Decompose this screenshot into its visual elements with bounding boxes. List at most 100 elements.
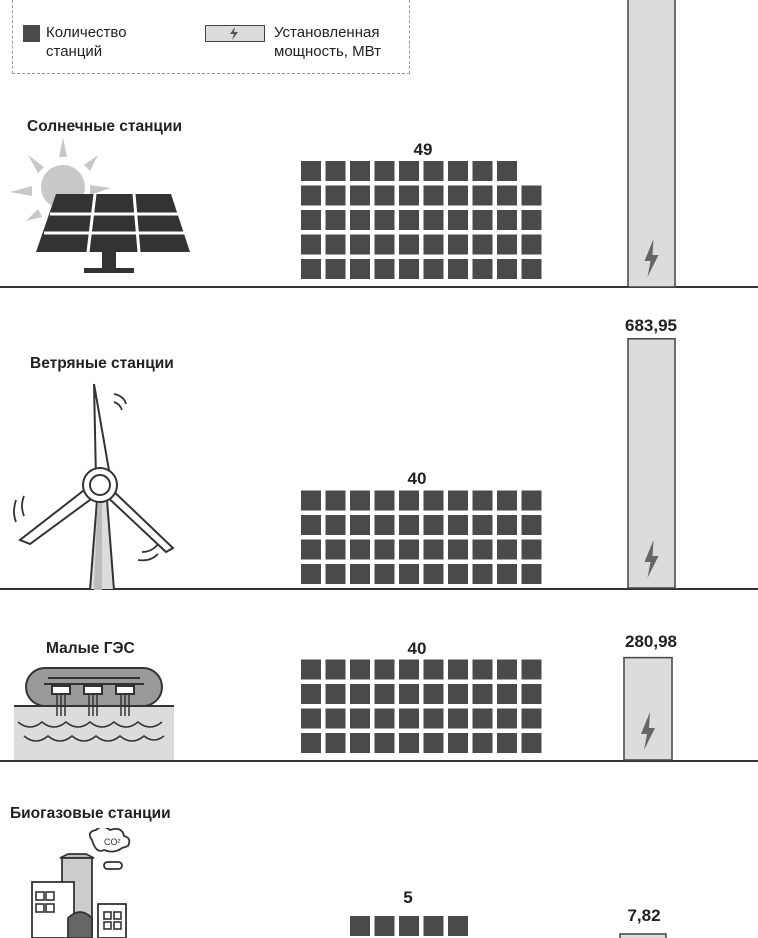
station-square-0-42 [374,259,395,279]
power-label-biogas: 7,82 [627,906,661,925]
station-square-0-11 [350,185,370,206]
legend-power-swatch [205,25,265,42]
station-square-1-14 [399,515,419,535]
station-square-0-47 [497,259,517,279]
station-square-2-11 [325,684,346,704]
station-square-0-23 [399,210,419,230]
station-square-1-23 [374,539,395,560]
baseline-wind [0,588,758,590]
station-square-1-16 [448,515,468,535]
lightning-icon [641,712,655,750]
station-square-1-24 [399,539,419,560]
station-square-2-12 [350,684,370,704]
station-square-1-26 [448,539,468,560]
station-square-2-38 [497,733,517,753]
count-label-solar: 49 [413,140,433,159]
station-square-0-10 [325,185,346,206]
station-square-2-28 [497,708,517,729]
station-square-2-22 [350,708,370,729]
station-square-1-25 [423,539,444,560]
station-square-1-6 [448,490,468,511]
station-square-2-31 [325,733,346,753]
station-square-2-23 [374,708,395,729]
station-square-3-3 [423,916,444,936]
station-square-0-32 [374,234,395,255]
station-square-2-21 [325,708,346,729]
station-square-0-35 [448,234,468,255]
station-square-1-22 [350,539,370,560]
station-square-0-5 [423,161,444,181]
station-square-0-38 [521,234,542,255]
station-square-2-32 [350,733,370,753]
station-square-0-19 [301,210,321,230]
station-square-2-19 [521,684,542,704]
station-square-2-3 [374,659,395,680]
station-square-0-40 [325,259,346,279]
station-square-2-1 [325,659,346,680]
count-label-biogas: 5 [403,888,413,907]
lightning-icon [644,239,659,277]
station-square-2-0 [301,659,321,680]
station-square-0-33 [399,234,419,255]
section-title-solar: Солнечные станции [27,118,183,135]
station-square-0-12 [374,185,395,206]
station-square-2-20 [301,708,321,729]
station-square-1-12 [350,515,370,535]
count-label-wind: 40 [407,469,427,488]
station-square-0-48 [521,259,542,279]
station-square-2-8 [497,659,517,680]
station-square-0-31 [350,234,370,255]
capacity-bar-2 [623,656,673,761]
station-square-2-6 [448,659,468,680]
station-square-2-16 [448,684,468,704]
station-square-0-18 [521,185,542,206]
station-square-0-24 [423,210,444,230]
station-square-2-18 [497,684,517,704]
station-square-0-4 [399,161,419,181]
station-square-0-27 [497,210,517,230]
station-square-1-15 [423,515,444,535]
station-square-2-13 [374,684,395,704]
station-square-1-21 [325,539,346,560]
station-square-3-4 [448,916,468,936]
station-square-1-31 [325,564,346,584]
section-title-wind: Ветряные станции [30,355,174,372]
station-square-2-33 [374,733,395,753]
legend-power-label: Установленная мощность, МВт [274,24,382,60]
station-square-2-39 [521,733,542,753]
station-square-1-13 [374,515,395,535]
baseline-solar [0,286,758,288]
station-square-2-36 [448,733,468,753]
station-square-0-22 [374,210,395,230]
station-square-1-0 [301,490,321,511]
station-square-0-15 [448,185,468,206]
station-square-0-17 [497,185,517,206]
station-square-1-19 [521,515,542,535]
station-square-0-14 [423,185,444,206]
station-square-0-20 [325,210,346,230]
station-square-0-26 [472,210,493,230]
station-square-2-14 [399,684,419,704]
station-square-1-1 [325,490,346,511]
station-square-2-29 [521,708,542,729]
station-square-1-11 [325,515,346,535]
station-square-3-1 [374,916,395,936]
wind-turbine-icon [13,383,175,590]
station-square-0-16 [472,185,493,206]
station-square-1-17 [472,515,493,535]
station-square-3-2 [399,916,419,936]
power-label-wind: 683,95 [625,316,677,335]
station-square-0-6 [448,161,468,181]
station-square-1-20 [301,539,321,560]
station-square-0-7 [472,161,493,181]
station-square-0-41 [350,259,370,279]
station-square-0-34 [423,234,444,255]
station-square-1-36 [448,564,468,584]
svg-text:CO²: CO² [104,837,121,847]
station-square-1-34 [399,564,419,584]
station-square-0-29 [301,234,321,255]
capacity-bar-1 [627,338,676,589]
station-square-2-15 [423,684,444,704]
station-square-2-4 [399,659,419,680]
